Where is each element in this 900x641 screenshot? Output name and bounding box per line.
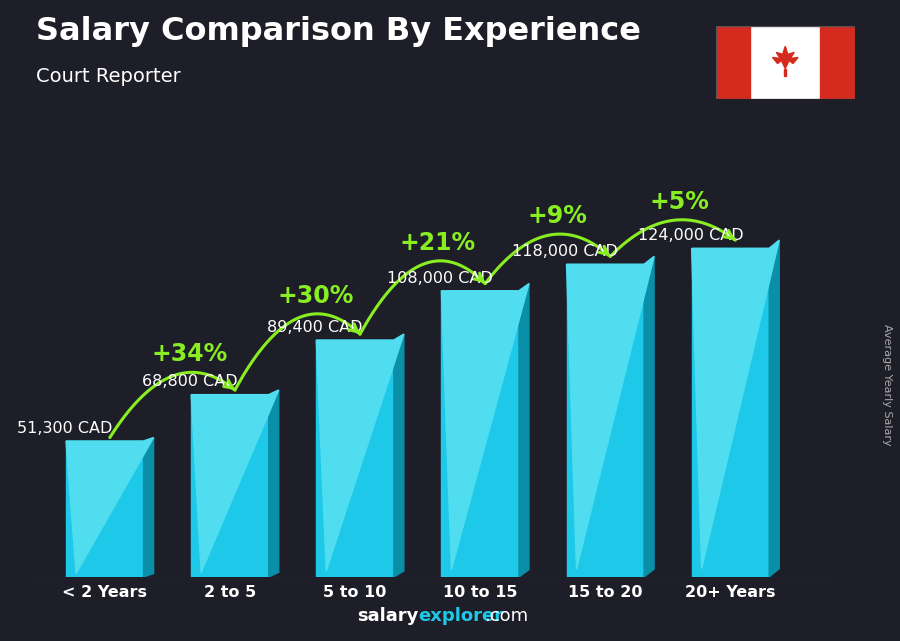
Bar bbox=[691, 248, 770, 577]
Text: 51,300 CAD: 51,300 CAD bbox=[17, 420, 112, 436]
Bar bbox=[566, 264, 644, 577]
Text: 124,000 CAD: 124,000 CAD bbox=[637, 228, 743, 243]
Polygon shape bbox=[394, 334, 404, 577]
Text: .com: .com bbox=[484, 607, 528, 625]
Text: 89,400 CAD: 89,400 CAD bbox=[267, 320, 363, 335]
Polygon shape bbox=[316, 334, 404, 571]
Polygon shape bbox=[784, 69, 787, 76]
Text: +9%: +9% bbox=[527, 204, 588, 228]
Polygon shape bbox=[269, 390, 279, 577]
Polygon shape bbox=[519, 283, 529, 577]
Bar bbox=[820, 26, 855, 99]
Bar bbox=[191, 395, 269, 577]
Polygon shape bbox=[770, 240, 779, 577]
Bar bbox=[716, 26, 751, 99]
Text: 108,000 CAD: 108,000 CAD bbox=[387, 271, 493, 286]
Bar bbox=[316, 340, 394, 577]
Text: Average Yearly Salary: Average Yearly Salary bbox=[881, 324, 892, 445]
Polygon shape bbox=[66, 438, 154, 574]
Polygon shape bbox=[691, 240, 779, 569]
Polygon shape bbox=[772, 46, 798, 69]
Polygon shape bbox=[644, 256, 654, 577]
Bar bbox=[441, 291, 519, 577]
Bar bbox=[66, 441, 144, 577]
Text: 118,000 CAD: 118,000 CAD bbox=[512, 244, 618, 259]
Polygon shape bbox=[566, 256, 654, 569]
Text: Salary Comparison By Experience: Salary Comparison By Experience bbox=[36, 16, 641, 47]
Text: Court Reporter: Court Reporter bbox=[36, 67, 181, 87]
Text: salary: salary bbox=[357, 607, 418, 625]
Polygon shape bbox=[191, 390, 279, 572]
Text: explorer: explorer bbox=[418, 607, 504, 625]
Polygon shape bbox=[441, 283, 529, 570]
Text: +30%: +30% bbox=[277, 284, 354, 308]
Text: +5%: +5% bbox=[650, 190, 709, 214]
Text: +21%: +21% bbox=[400, 231, 475, 255]
Text: +34%: +34% bbox=[151, 342, 228, 367]
Polygon shape bbox=[144, 438, 154, 577]
Text: 68,800 CAD: 68,800 CAD bbox=[142, 374, 238, 390]
